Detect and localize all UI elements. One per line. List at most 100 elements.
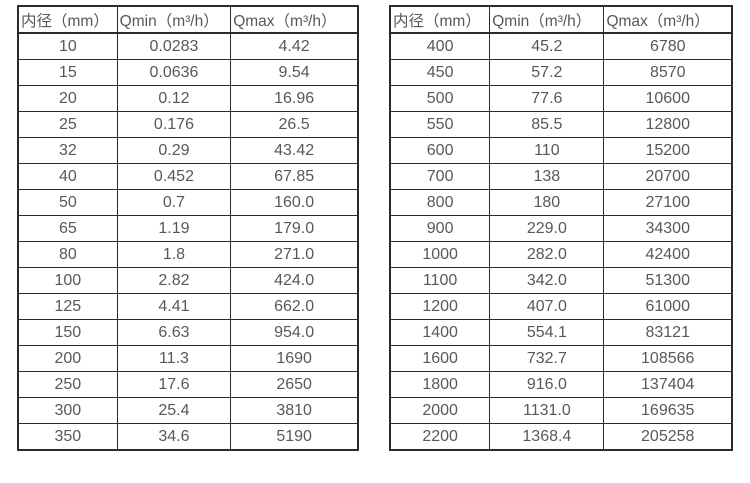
table-row: 100 2.82 424.0 bbox=[17, 267, 359, 294]
table-cell: 17.6 bbox=[116, 371, 232, 398]
table-cell: 25.4 bbox=[116, 397, 232, 424]
table-row: 2000 1131.0 169635 bbox=[389, 397, 733, 424]
table-cell: 300 bbox=[17, 397, 118, 424]
column-header: Qmin（m³/h） bbox=[116, 5, 232, 34]
table-cell: 205258 bbox=[603, 423, 733, 451]
table-cell: 800 bbox=[389, 189, 491, 216]
flow-table-large-diameters: 内径（mm） Qmin（m³/h） Qmax（m³/h） 400 45.2 6780 450… bbox=[389, 5, 733, 451]
table-row: 65 1.19 179.0 bbox=[17, 215, 359, 242]
table-cell: 80 bbox=[17, 241, 118, 268]
table-cell: 732.7 bbox=[489, 345, 605, 372]
flow-table-small-diameters: 内径（mm） Qmin（m³/h） Qmax（m³/h） 10 0.0283 4.42 15… bbox=[17, 5, 359, 451]
table-row: 15 0.0636 9.54 bbox=[17, 59, 359, 86]
table-cell: 179.0 bbox=[230, 215, 359, 242]
column-header: Qmax（m³/h） bbox=[603, 5, 733, 34]
table-cell: 4.41 bbox=[116, 293, 232, 320]
table-cell: 450 bbox=[389, 59, 491, 86]
table-cell: 9.54 bbox=[230, 59, 359, 86]
table-row: 2200 1368.4 205258 bbox=[389, 423, 733, 451]
table-row: 1800 916.0 137404 bbox=[389, 371, 733, 398]
table-cell: 137404 bbox=[603, 371, 733, 398]
table-cell: 169635 bbox=[603, 397, 733, 424]
table-cell: 57.2 bbox=[489, 59, 605, 86]
table-row: 700 138 20700 bbox=[389, 163, 733, 190]
table-cell: 700 bbox=[389, 163, 491, 190]
table-cell: 6.63 bbox=[116, 319, 232, 346]
table-cell: 67.85 bbox=[230, 163, 359, 190]
table-cell: 271.0 bbox=[230, 241, 359, 268]
table-row: 350 34.6 5190 bbox=[17, 423, 359, 451]
table-cell: 0.29 bbox=[116, 137, 232, 164]
table-cell: 600 bbox=[389, 137, 491, 164]
table-cell: 1000 bbox=[389, 241, 491, 268]
table-row: 250 17.6 2650 bbox=[17, 371, 359, 398]
table-row: 200 11.3 1690 bbox=[17, 345, 359, 372]
table-cell: 26.5 bbox=[230, 111, 359, 138]
table-cell: 51300 bbox=[603, 267, 733, 294]
table-row: 150 6.63 954.0 bbox=[17, 319, 359, 346]
table-row: 400 45.2 6780 bbox=[389, 32, 733, 60]
table-cell: 900 bbox=[389, 215, 491, 242]
table-cell: 200 bbox=[17, 345, 118, 372]
table-cell: 20 bbox=[17, 85, 118, 112]
table-cell: 180 bbox=[489, 189, 605, 216]
table-cell: 1100 bbox=[389, 267, 491, 294]
table-cell: 160.0 bbox=[230, 189, 359, 216]
table-row: 900 229.0 34300 bbox=[389, 215, 733, 242]
table-cell: 2200 bbox=[389, 423, 491, 451]
table-cell: 916.0 bbox=[489, 371, 605, 398]
table-cell: 1690 bbox=[230, 345, 359, 372]
table-cell: 4.42 bbox=[230, 32, 359, 60]
table-row: 600 110 15200 bbox=[389, 137, 733, 164]
table-row: 80 1.8 271.0 bbox=[17, 241, 359, 268]
table-cell: 6780 bbox=[603, 32, 733, 60]
table-cell: 15200 bbox=[603, 137, 733, 164]
table-cell: 43.42 bbox=[230, 137, 359, 164]
table-cell: 5190 bbox=[230, 423, 359, 451]
table-row: 300 25.4 3810 bbox=[17, 397, 359, 424]
table-cell: 12800 bbox=[603, 111, 733, 138]
table-row: 1400 554.1 83121 bbox=[389, 319, 733, 346]
table-cell: 554.1 bbox=[489, 319, 605, 346]
table-row: 800 180 27100 bbox=[389, 189, 733, 216]
table-row: 1600 732.7 108566 bbox=[389, 345, 733, 372]
table-cell: 400 bbox=[389, 32, 491, 60]
table-cell: 83121 bbox=[603, 319, 733, 346]
table-cell: 1800 bbox=[389, 371, 491, 398]
table-cell: 45.2 bbox=[489, 32, 605, 60]
table-cell: 50 bbox=[17, 189, 118, 216]
table-cell: 34.6 bbox=[116, 423, 232, 451]
table-cell: 34300 bbox=[603, 215, 733, 242]
table-row: 40 0.452 67.85 bbox=[17, 163, 359, 190]
table-row: 125 4.41 662.0 bbox=[17, 293, 359, 320]
table-cell: 65 bbox=[17, 215, 118, 242]
table-cell: 150 bbox=[17, 319, 118, 346]
table-cell: 85.5 bbox=[489, 111, 605, 138]
table-cell: 350 bbox=[17, 423, 118, 451]
table-cell: 11.3 bbox=[116, 345, 232, 372]
table-cell: 1.8 bbox=[116, 241, 232, 268]
table-cell: 0.176 bbox=[116, 111, 232, 138]
table-cell: 282.0 bbox=[489, 241, 605, 268]
table-row: 50 0.7 160.0 bbox=[17, 189, 359, 216]
table-row: 1000 282.0 42400 bbox=[389, 241, 733, 268]
table-cell: 550 bbox=[389, 111, 491, 138]
table-row: 25 0.176 26.5 bbox=[17, 111, 359, 138]
header-row: 内径（mm） Qmin（m³/h） Qmax（m³/h） bbox=[389, 5, 733, 34]
table-cell: 15 bbox=[17, 59, 118, 86]
table-cell: 25 bbox=[17, 111, 118, 138]
table-cell: 2000 bbox=[389, 397, 491, 424]
table-cell: 108566 bbox=[603, 345, 733, 372]
table-cell: 954.0 bbox=[230, 319, 359, 346]
table-cell: 0.0636 bbox=[116, 59, 232, 86]
table-row: 1200 407.0 61000 bbox=[389, 293, 733, 320]
table-cell: 77.6 bbox=[489, 85, 605, 112]
table-cell: 500 bbox=[389, 85, 491, 112]
table-cell: 1.19 bbox=[116, 215, 232, 242]
table-cell: 2.82 bbox=[116, 267, 232, 294]
column-header: Qmax（m³/h） bbox=[230, 5, 359, 34]
table-cell: 0.452 bbox=[116, 163, 232, 190]
table-cell: 42400 bbox=[603, 241, 733, 268]
column-header: 内径（mm） bbox=[17, 5, 118, 34]
table-cell: 10 bbox=[17, 32, 118, 60]
